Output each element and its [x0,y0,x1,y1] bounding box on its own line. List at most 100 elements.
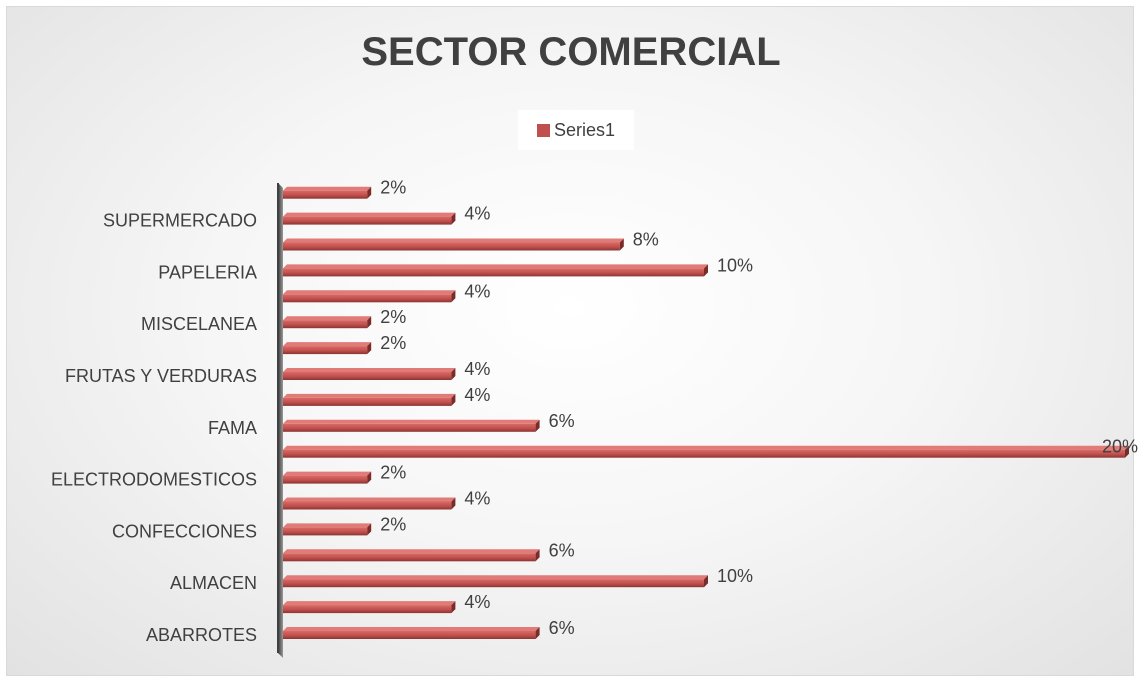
category-label: FRUTAS Y VERDURAS [65,366,257,386]
category-label: CONFECCIONES [112,521,257,541]
data-label: 4% [464,592,490,612]
bar [283,601,456,614]
data-label: 10% [717,255,753,275]
data-label: 20% [1102,437,1138,457]
bar-side-face [619,238,624,251]
bar [283,264,708,277]
bar-front-face [283,216,452,225]
bar-side-face [451,393,456,406]
bar [283,316,372,329]
bar-side-face [704,575,708,588]
data-label: 4% [464,489,490,509]
bar-side-face [367,186,372,199]
bar [283,368,456,380]
bar-front-face [283,268,704,277]
bar-side-face [535,419,540,432]
chart-title: SECTOR COMERCIAL [361,30,781,74]
legend: Series1 [518,110,634,150]
data-label: 6% [549,411,575,431]
bar-side-face [704,264,708,277]
bar-top-face [283,445,1129,450]
data-label: 2% [380,307,406,327]
bar [283,393,456,406]
data-label: 4% [464,204,490,224]
bar-front-face [283,423,536,432]
bar-top-face [283,212,456,217]
bar [283,471,372,484]
bar-top-face [283,368,456,372]
bar [283,523,372,536]
bar-side-face [367,342,372,355]
bar-top-face [283,627,540,631]
bar-side-face [367,471,372,484]
bar-top-face [283,523,372,528]
bar [283,575,708,588]
data-label: 4% [464,385,490,405]
bar-top-face [283,186,372,191]
bar [283,497,456,510]
data-label: 4% [464,359,490,379]
bar [283,445,1129,458]
bar-top-face [283,238,624,243]
bar [283,419,540,432]
bar-front-face [283,372,452,380]
bar-side-face [451,601,456,614]
bar-top-face [283,290,456,295]
bar-top-face [283,497,456,502]
bar-side-face [451,212,456,225]
bar-side-face [535,627,540,639]
category-label: MISCELANEA [141,314,257,334]
bar [283,549,540,562]
bar-front-face [283,475,368,484]
bar-front-face [283,579,704,588]
data-label: 10% [717,566,753,586]
bar-front-face [283,527,368,536]
category-label: ALMACEN [170,573,257,593]
category-label: ELECTRODOMESTICOS [51,470,257,490]
bars [283,186,1129,639]
category-label: ABARROTES [146,625,257,645]
data-label: 6% [549,540,575,560]
bar [283,627,540,639]
bar-top-face [283,342,372,347]
labels: 6% ABARROTES 4% 10% ALMACEN 6% 2% CONFECCIONES 4… [51,178,1138,645]
data-label: 6% [549,618,575,638]
bar-top-face [283,264,708,269]
bar-top-face [283,419,540,424]
legend-label: Series1 [553,119,616,140]
bar-side-face [451,497,456,510]
bar-front-face [283,631,536,639]
bar-top-face [283,471,372,476]
category-label: FAMA [208,418,257,438]
bar-side-face [535,549,540,562]
bar-front-face [283,553,536,562]
data-label: 2% [380,178,406,198]
bar-top-face [283,601,456,606]
bar-front-face [283,605,452,614]
bar-front-face [283,242,620,251]
bar-front-face [283,501,452,510]
bar-front-face [283,320,368,329]
data-label: 2% [380,333,406,353]
bar-side-face [451,290,456,303]
bar-side-face [367,316,372,329]
bar [283,238,624,251]
bar-top-face [283,393,456,398]
data-label: 2% [380,463,406,483]
bar-front-face [283,397,452,406]
bar-front-face [283,449,1125,458]
bar-top-face [283,575,708,580]
data-label: 2% [380,514,406,534]
bar-top-face [283,549,540,554]
bar-side-face [1125,445,1129,458]
category-label: SUPERMERCADO [103,211,257,231]
bar [283,186,372,199]
bar [283,212,456,225]
bar [283,342,372,355]
axis-wall [278,183,283,658]
legend-swatch [536,123,550,137]
bar-front-face [283,346,368,355]
data-label: 8% [633,230,659,250]
bar-front-face [283,190,368,199]
